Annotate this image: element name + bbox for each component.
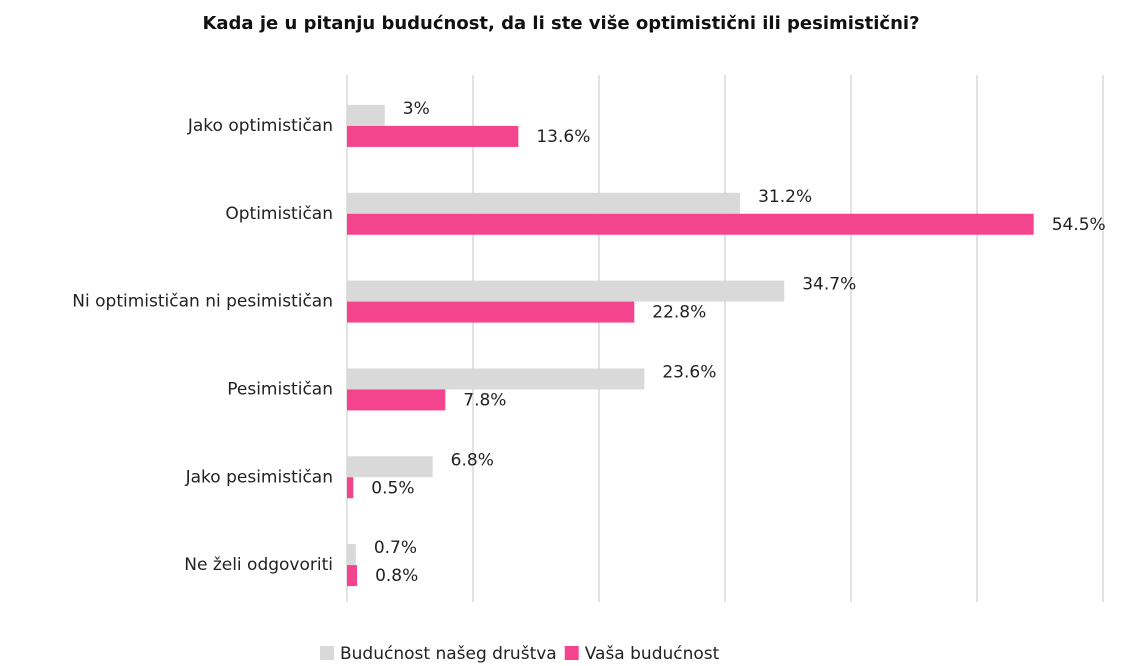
data-label: 7.8% (463, 390, 506, 410)
bar (347, 477, 354, 499)
data-label: 54.5% (1052, 215, 1106, 235)
bar (347, 301, 635, 323)
data-label: 0.8% (375, 566, 418, 586)
bar (347, 389, 446, 411)
y-tick-label: Pesimističan (227, 379, 333, 399)
y-tick-label: Jako pesimističan (185, 467, 333, 487)
bar (347, 213, 1034, 235)
data-label: 34.7% (802, 275, 856, 295)
y-tick-label: Ne želi odgovoriti (184, 555, 333, 575)
bar (347, 280, 785, 302)
data-label: 31.2% (758, 187, 812, 207)
legend-label: Budućnost našeg društva (340, 644, 557, 664)
bar (347, 456, 433, 478)
y-tick-label: Optimističan (225, 204, 333, 224)
data-label: 0.5% (371, 478, 414, 498)
bar (347, 125, 519, 147)
legend-label: Vaša budućnost (585, 644, 720, 664)
chart-title: Kada je u pitanju budućnost, da li ste v… (202, 13, 919, 34)
data-label: 13.6% (536, 127, 590, 147)
y-tick-label: Jako optimističan (187, 116, 333, 136)
data-label: 6.8% (451, 450, 494, 470)
data-label: 22.8% (652, 303, 706, 323)
bar (347, 104, 385, 126)
bar (347, 565, 358, 587)
legend-swatch (320, 646, 334, 660)
data-label: 0.7% (374, 538, 417, 558)
y-tick-label: Ni optimističan ni pesimističan (72, 292, 333, 312)
data-label: 3% (403, 99, 430, 119)
bar (347, 544, 356, 566)
legend-swatch (564, 646, 579, 660)
bar (347, 192, 741, 214)
data-label: 23.6% (662, 362, 716, 382)
bar (347, 368, 645, 390)
